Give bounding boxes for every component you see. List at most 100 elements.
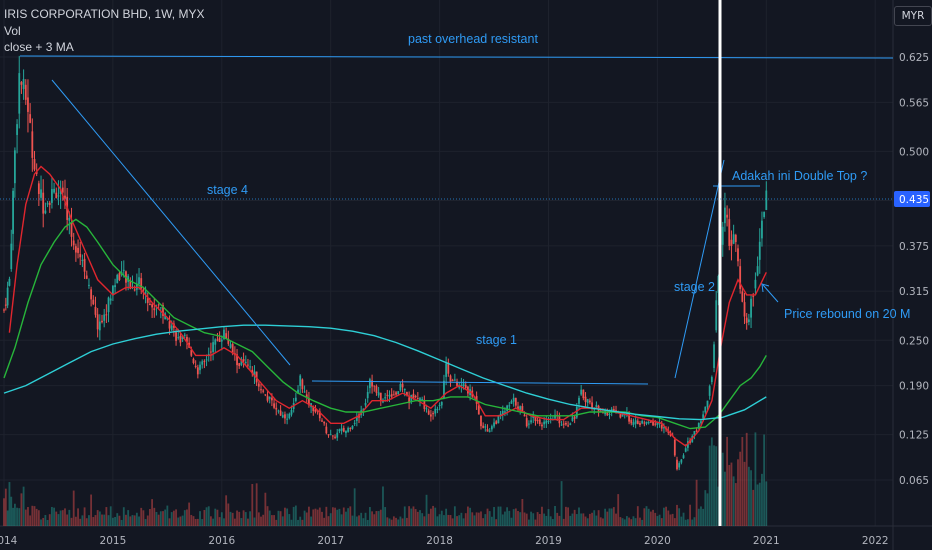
- volume-bar: [312, 509, 315, 526]
- candle-body: [351, 425, 354, 429]
- volume-bar: [482, 518, 485, 526]
- volume-legend[interactable]: Vol: [4, 24, 21, 38]
- volume-bar: [634, 518, 637, 526]
- volume-bar: [397, 519, 400, 526]
- candle-body: [680, 459, 683, 463]
- volume-bar: [57, 514, 60, 526]
- volume-bar: [310, 516, 312, 526]
- volume-bar: [155, 511, 158, 526]
- volume-bar: [201, 519, 204, 526]
- candle-body: [181, 335, 184, 340]
- candle-body: [129, 281, 132, 289]
- candle-body: [488, 430, 491, 432]
- volume-bar: [473, 515, 476, 526]
- volume-bar: [183, 510, 186, 526]
- volume-bar: [658, 514, 661, 526]
- candle-body: [366, 392, 369, 399]
- candle-body: [199, 364, 201, 371]
- x-tick-label: 2022: [862, 535, 889, 547]
- volume-bar: [686, 519, 689, 526]
- candle-body: [177, 337, 180, 339]
- volume-bar: [366, 519, 369, 526]
- candle-body: [649, 421, 652, 423]
- candle-body: [109, 298, 112, 301]
- volume-bar: [602, 518, 604, 526]
- candle-body: [438, 405, 441, 407]
- volume-bar: [427, 513, 430, 526]
- candle-body: [312, 406, 315, 412]
- time-axis[interactable]: 2014 2015 2016 2017 2018 2019 2020 2021 2022: [0, 535, 889, 547]
- volume-bar: [432, 505, 434, 526]
- candle-body: [10, 243, 13, 270]
- volume-bar: [761, 473, 763, 526]
- volume-bar: [623, 519, 626, 526]
- candle-body: [419, 398, 421, 401]
- volume-bar: [373, 514, 376, 526]
- volume-bar: [6, 510, 9, 526]
- volume-bar: [706, 493, 709, 526]
- candle-body: [527, 423, 530, 425]
- volume-bar: [530, 511, 532, 526]
- volume-bar: [151, 499, 154, 526]
- ma-line-3: [3, 324, 767, 421]
- candle-body: [210, 351, 212, 353]
- x-tick-label: 2016: [208, 535, 235, 547]
- candle-body: [499, 413, 502, 416]
- candle-body: [242, 358, 245, 362]
- volume-bar: [408, 506, 411, 526]
- candle-body: [290, 409, 293, 415]
- volume-bar: [447, 514, 450, 526]
- ma-legend[interactable]: close + 3 MA: [4, 40, 74, 54]
- volume-bar: [133, 515, 136, 526]
- candle-body: [127, 275, 130, 282]
- volume-bar: [12, 507, 14, 526]
- volume-bar: [166, 505, 169, 526]
- candle-body: [22, 79, 25, 90]
- volume-bar: [144, 519, 147, 526]
- candle-body: [240, 359, 243, 365]
- candle-body: [591, 402, 593, 409]
- volume-bar: [480, 511, 482, 526]
- candle-body: [706, 400, 709, 407]
- current-price-label: 0.435: [899, 194, 929, 206]
- candle-body: [508, 405, 511, 407]
- volume-bar: [229, 511, 232, 526]
- candle-body: [331, 435, 334, 437]
- volume-bar: [573, 509, 576, 526]
- candle-body: [754, 279, 757, 289]
- currency-button[interactable]: MYR: [894, 6, 932, 26]
- volume-bar: [471, 512, 474, 526]
- candle-body: [406, 392, 408, 396]
- volume-bar: [24, 509, 27, 526]
- candle-body: [593, 408, 596, 410]
- volume-bar: [724, 471, 726, 526]
- candle-body: [512, 397, 515, 402]
- candle-body: [728, 219, 731, 246]
- volume-bar: [255, 483, 258, 526]
- candle-body: [392, 394, 395, 396]
- candle-body: [517, 406, 519, 410]
- volume-bar: [508, 510, 511, 526]
- volume-bar: [484, 514, 487, 526]
- volume-bar: [194, 519, 197, 526]
- volume-bar: [541, 506, 543, 526]
- candle-body: [149, 303, 151, 306]
- candle-body: [48, 202, 51, 205]
- volume-bar: [292, 506, 295, 526]
- volume-bar: [186, 509, 188, 526]
- volume-bar: [35, 508, 38, 526]
- candle-body: [212, 342, 214, 352]
- volume-bar: [416, 511, 419, 526]
- candle-body: [682, 455, 685, 459]
- candle-body: [27, 97, 29, 112]
- volume-bar: [281, 516, 284, 526]
- price-axis[interactable]: 0.625 0.565 0.500 0.375 0.315 0.250 0.190 0.125…: [899, 52, 929, 487]
- candle-body: [750, 298, 752, 318]
- candle-body: [582, 389, 585, 399]
- candle-body: [697, 422, 700, 429]
- volume-bar: [225, 495, 228, 526]
- annotation-stage1: stage 1: [476, 333, 517, 347]
- candle-body: [449, 375, 452, 382]
- candle-body: [101, 320, 103, 323]
